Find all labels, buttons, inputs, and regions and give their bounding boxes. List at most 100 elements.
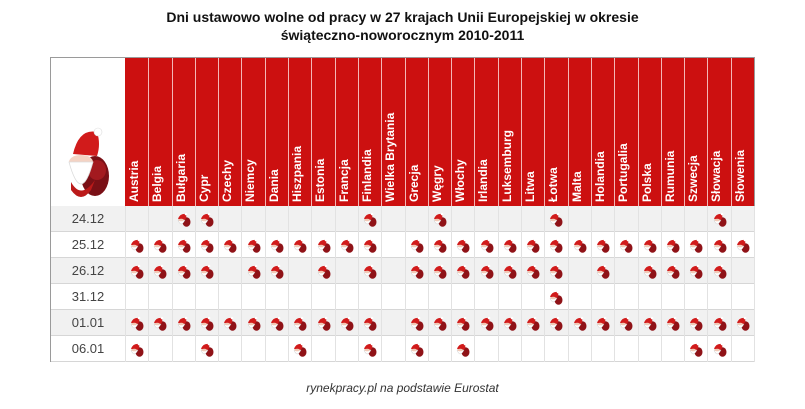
holiday-marker [154, 316, 167, 331]
holiday-marker [410, 342, 424, 357]
column-divider [637, 206, 639, 362]
holiday-marker [550, 290, 563, 305]
holiday-marker [293, 342, 307, 357]
holiday-marker [736, 238, 750, 253]
column-divider [125, 206, 126, 362]
header-column-divider [194, 58, 196, 206]
holiday-marker [596, 316, 610, 331]
column-divider [218, 206, 220, 362]
table-row: 06.01 [51, 336, 754, 362]
column-divider [427, 206, 429, 362]
holiday-marker [666, 316, 680, 331]
country-header-cell: Estonia [311, 58, 334, 206]
country-header-cell: Litwa [521, 58, 544, 206]
column-divider [171, 206, 173, 362]
table-row: 31.12 [51, 284, 754, 310]
column-divider [754, 206, 755, 362]
row-divider [51, 257, 754, 258]
column-divider [707, 206, 709, 362]
holiday-marker [177, 316, 191, 331]
country-header-cell: Wielka Brytania [381, 58, 404, 206]
country-label: Słowenia [732, 149, 747, 202]
date-label: 25.12 [71, 237, 105, 252]
holiday-marker [224, 316, 237, 331]
holiday-marker [713, 316, 727, 331]
country-label: Szwecja [686, 155, 701, 202]
country-label: Francja [336, 159, 351, 202]
column-divider [614, 206, 616, 362]
holiday-marker [503, 238, 517, 253]
header-column-divider [288, 58, 290, 206]
holiday-marker [643, 238, 657, 253]
table-row: 24.12 [51, 206, 754, 232]
header-column-divider [590, 58, 592, 206]
country-header-cell: Włochy [451, 58, 474, 206]
header-column-divider [544, 58, 546, 206]
holiday-marker [596, 264, 610, 279]
country-header-cell: Belgia [148, 58, 171, 206]
country-header-cell: Malta [568, 58, 591, 206]
country-header-cell: Słowenia [731, 58, 754, 206]
holiday-marker [200, 238, 214, 253]
holiday-marker [550, 264, 563, 279]
holiday-marker [363, 264, 377, 279]
country-header-cell: Portugalia [614, 58, 637, 206]
holiday-marker [200, 264, 214, 279]
holiday-marker [713, 342, 727, 357]
holiday-marker [340, 316, 354, 331]
date-label: 31.12 [71, 289, 105, 304]
country-label: Polska [639, 163, 654, 202]
holiday-marker [689, 316, 703, 331]
date-label: 26.12 [71, 263, 105, 278]
source-note: rynekpracy.pl na podstawie Eurostat [306, 381, 499, 395]
holiday-marker [456, 316, 470, 331]
column-divider [241, 206, 243, 362]
country-label: Bułgaria [173, 153, 188, 202]
table-row: 26.12 [51, 258, 754, 284]
holiday-marker [154, 264, 167, 279]
holiday-marker [526, 264, 540, 279]
country-label: Estonia [313, 158, 328, 202]
country-label: Cypr [196, 174, 211, 202]
column-divider [381, 206, 383, 362]
country-label: Grecja [406, 164, 421, 202]
header-column-divider [311, 58, 313, 206]
holiday-marker [247, 316, 261, 331]
holiday-marker [224, 238, 237, 253]
holiday-marker [247, 238, 261, 253]
holiday-marker [456, 342, 470, 357]
column-divider [660, 206, 662, 362]
holiday-marker [503, 316, 517, 331]
country-header-cell: Szwecja [684, 58, 707, 206]
row-divider [51, 309, 754, 310]
holiday-marker [410, 238, 424, 253]
country-label: Malta [569, 171, 584, 202]
country-label: Holandia [592, 151, 607, 202]
country-label: Dania [266, 169, 281, 202]
country-label: Włochy [453, 159, 468, 202]
chart-title-line-2: świąteczno-noworocznym 2010-2011 [280, 27, 525, 43]
country-label: Niemcy [243, 159, 258, 202]
date-label: 24.12 [71, 211, 105, 226]
holiday-marker [573, 238, 587, 253]
country-label: Portugalia [616, 143, 631, 202]
holiday-marker [480, 238, 494, 253]
header-column-divider [521, 58, 523, 206]
header-column-divider [357, 58, 359, 206]
row-divider [51, 231, 754, 232]
holiday-marker [689, 342, 703, 357]
header-column-divider [660, 58, 662, 206]
country-label: Luksemburg [499, 129, 514, 202]
country-header-cell: Irlandia [474, 58, 497, 206]
country-header-cell: Francja [335, 58, 358, 206]
date-label: 01.01 [71, 315, 105, 330]
chart-title: Dni ustawowo wolne od pracy w 27 krajach… [0, 8, 805, 44]
holiday-marker [433, 238, 447, 253]
column-divider [357, 206, 359, 362]
holiday-marker [643, 264, 657, 279]
column-divider [288, 206, 290, 362]
holiday-marker [317, 264, 331, 279]
holiday-marker [456, 264, 470, 279]
holiday-marker [713, 238, 727, 253]
holiday-marker [550, 212, 563, 227]
